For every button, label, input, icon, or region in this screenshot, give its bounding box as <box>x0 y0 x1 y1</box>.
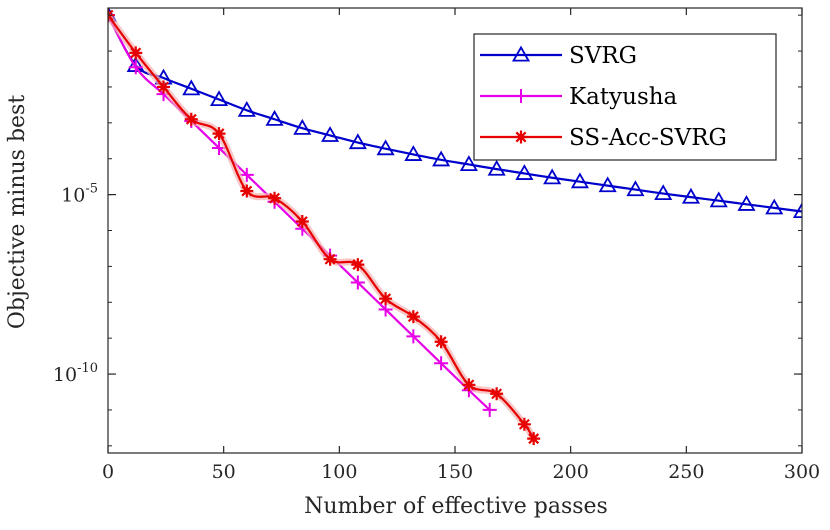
data-point <box>406 310 420 324</box>
legend-label: Katyusha <box>569 84 678 110</box>
data-point <box>598 176 617 193</box>
legend-entry: SVRG <box>480 43 637 69</box>
data-point <box>239 167 254 182</box>
data-point <box>321 126 340 142</box>
data-point <box>434 335 448 349</box>
data-point <box>406 329 421 344</box>
data-point <box>626 180 645 197</box>
legend-entry: Katyusha <box>480 84 678 110</box>
data-point <box>517 417 531 431</box>
data-point <box>182 79 201 96</box>
data-point <box>184 112 198 126</box>
x-tick-label: 100 <box>321 461 357 483</box>
series-ss-acc-svrg <box>108 8 541 446</box>
data-point <box>129 46 143 60</box>
x-axis-title: Number of effective passes <box>304 494 608 519</box>
data-point <box>434 356 449 371</box>
data-point <box>487 159 506 176</box>
series-layer <box>108 8 802 446</box>
data-point <box>737 194 756 211</box>
data-point <box>209 90 229 107</box>
legend-marker <box>514 89 528 103</box>
data-point <box>348 133 367 150</box>
data-point <box>376 139 395 156</box>
x-tick-label: 150 <box>437 461 473 483</box>
legend-entry: SS-Acc-SVRG <box>480 125 727 151</box>
series-svrg <box>108 8 802 219</box>
data-point <box>515 164 534 180</box>
data-point <box>681 187 701 204</box>
data-point <box>404 145 423 161</box>
legend-marker <box>511 45 531 62</box>
data-point <box>350 275 365 290</box>
plot-area <box>108 8 802 446</box>
data-point <box>482 402 497 417</box>
data-point <box>295 215 309 229</box>
data-point <box>351 258 365 272</box>
y-axis-title-group: Objective minus best <box>5 95 30 330</box>
data-point <box>543 168 562 185</box>
data-point <box>765 198 784 215</box>
data-point <box>459 155 478 171</box>
data-point <box>237 100 256 117</box>
data-point <box>792 202 802 219</box>
data-point <box>462 378 476 392</box>
y-axis-title: Objective minus best <box>5 95 30 330</box>
legend-marker <box>514 130 528 144</box>
axes: 0 50 100 150 200 250 300 10-5 10-10 <box>53 7 820 483</box>
data-point <box>268 191 282 205</box>
x-tick-label: 300 <box>784 461 820 483</box>
data-point <box>323 252 337 266</box>
data-point <box>432 150 451 167</box>
y-tick-label: 10-5 <box>61 182 98 207</box>
data-point <box>654 184 673 201</box>
data-point <box>293 118 312 135</box>
x-tick-label: 0 <box>102 461 114 483</box>
x-tick-label: 250 <box>668 461 704 483</box>
data-point <box>212 127 226 141</box>
data-point <box>157 80 171 94</box>
legend-label: SS-Acc-SVRG <box>569 125 727 151</box>
data-point <box>128 60 143 75</box>
data-point <box>709 191 728 208</box>
data-point <box>490 387 504 401</box>
legend-label: SVRG <box>569 43 637 69</box>
y-tick-label: 10-10 <box>53 361 98 386</box>
x-tick-label: 50 <box>212 461 236 483</box>
data-point <box>379 292 393 306</box>
legend: SVRG Katyusha SS-Acc-SVRG <box>473 33 777 161</box>
x-tick-label: 200 <box>553 461 589 483</box>
data-point <box>570 172 589 189</box>
series-line <box>108 14 802 213</box>
data-point <box>265 109 284 126</box>
data-point <box>240 184 254 198</box>
data-point <box>527 432 541 446</box>
